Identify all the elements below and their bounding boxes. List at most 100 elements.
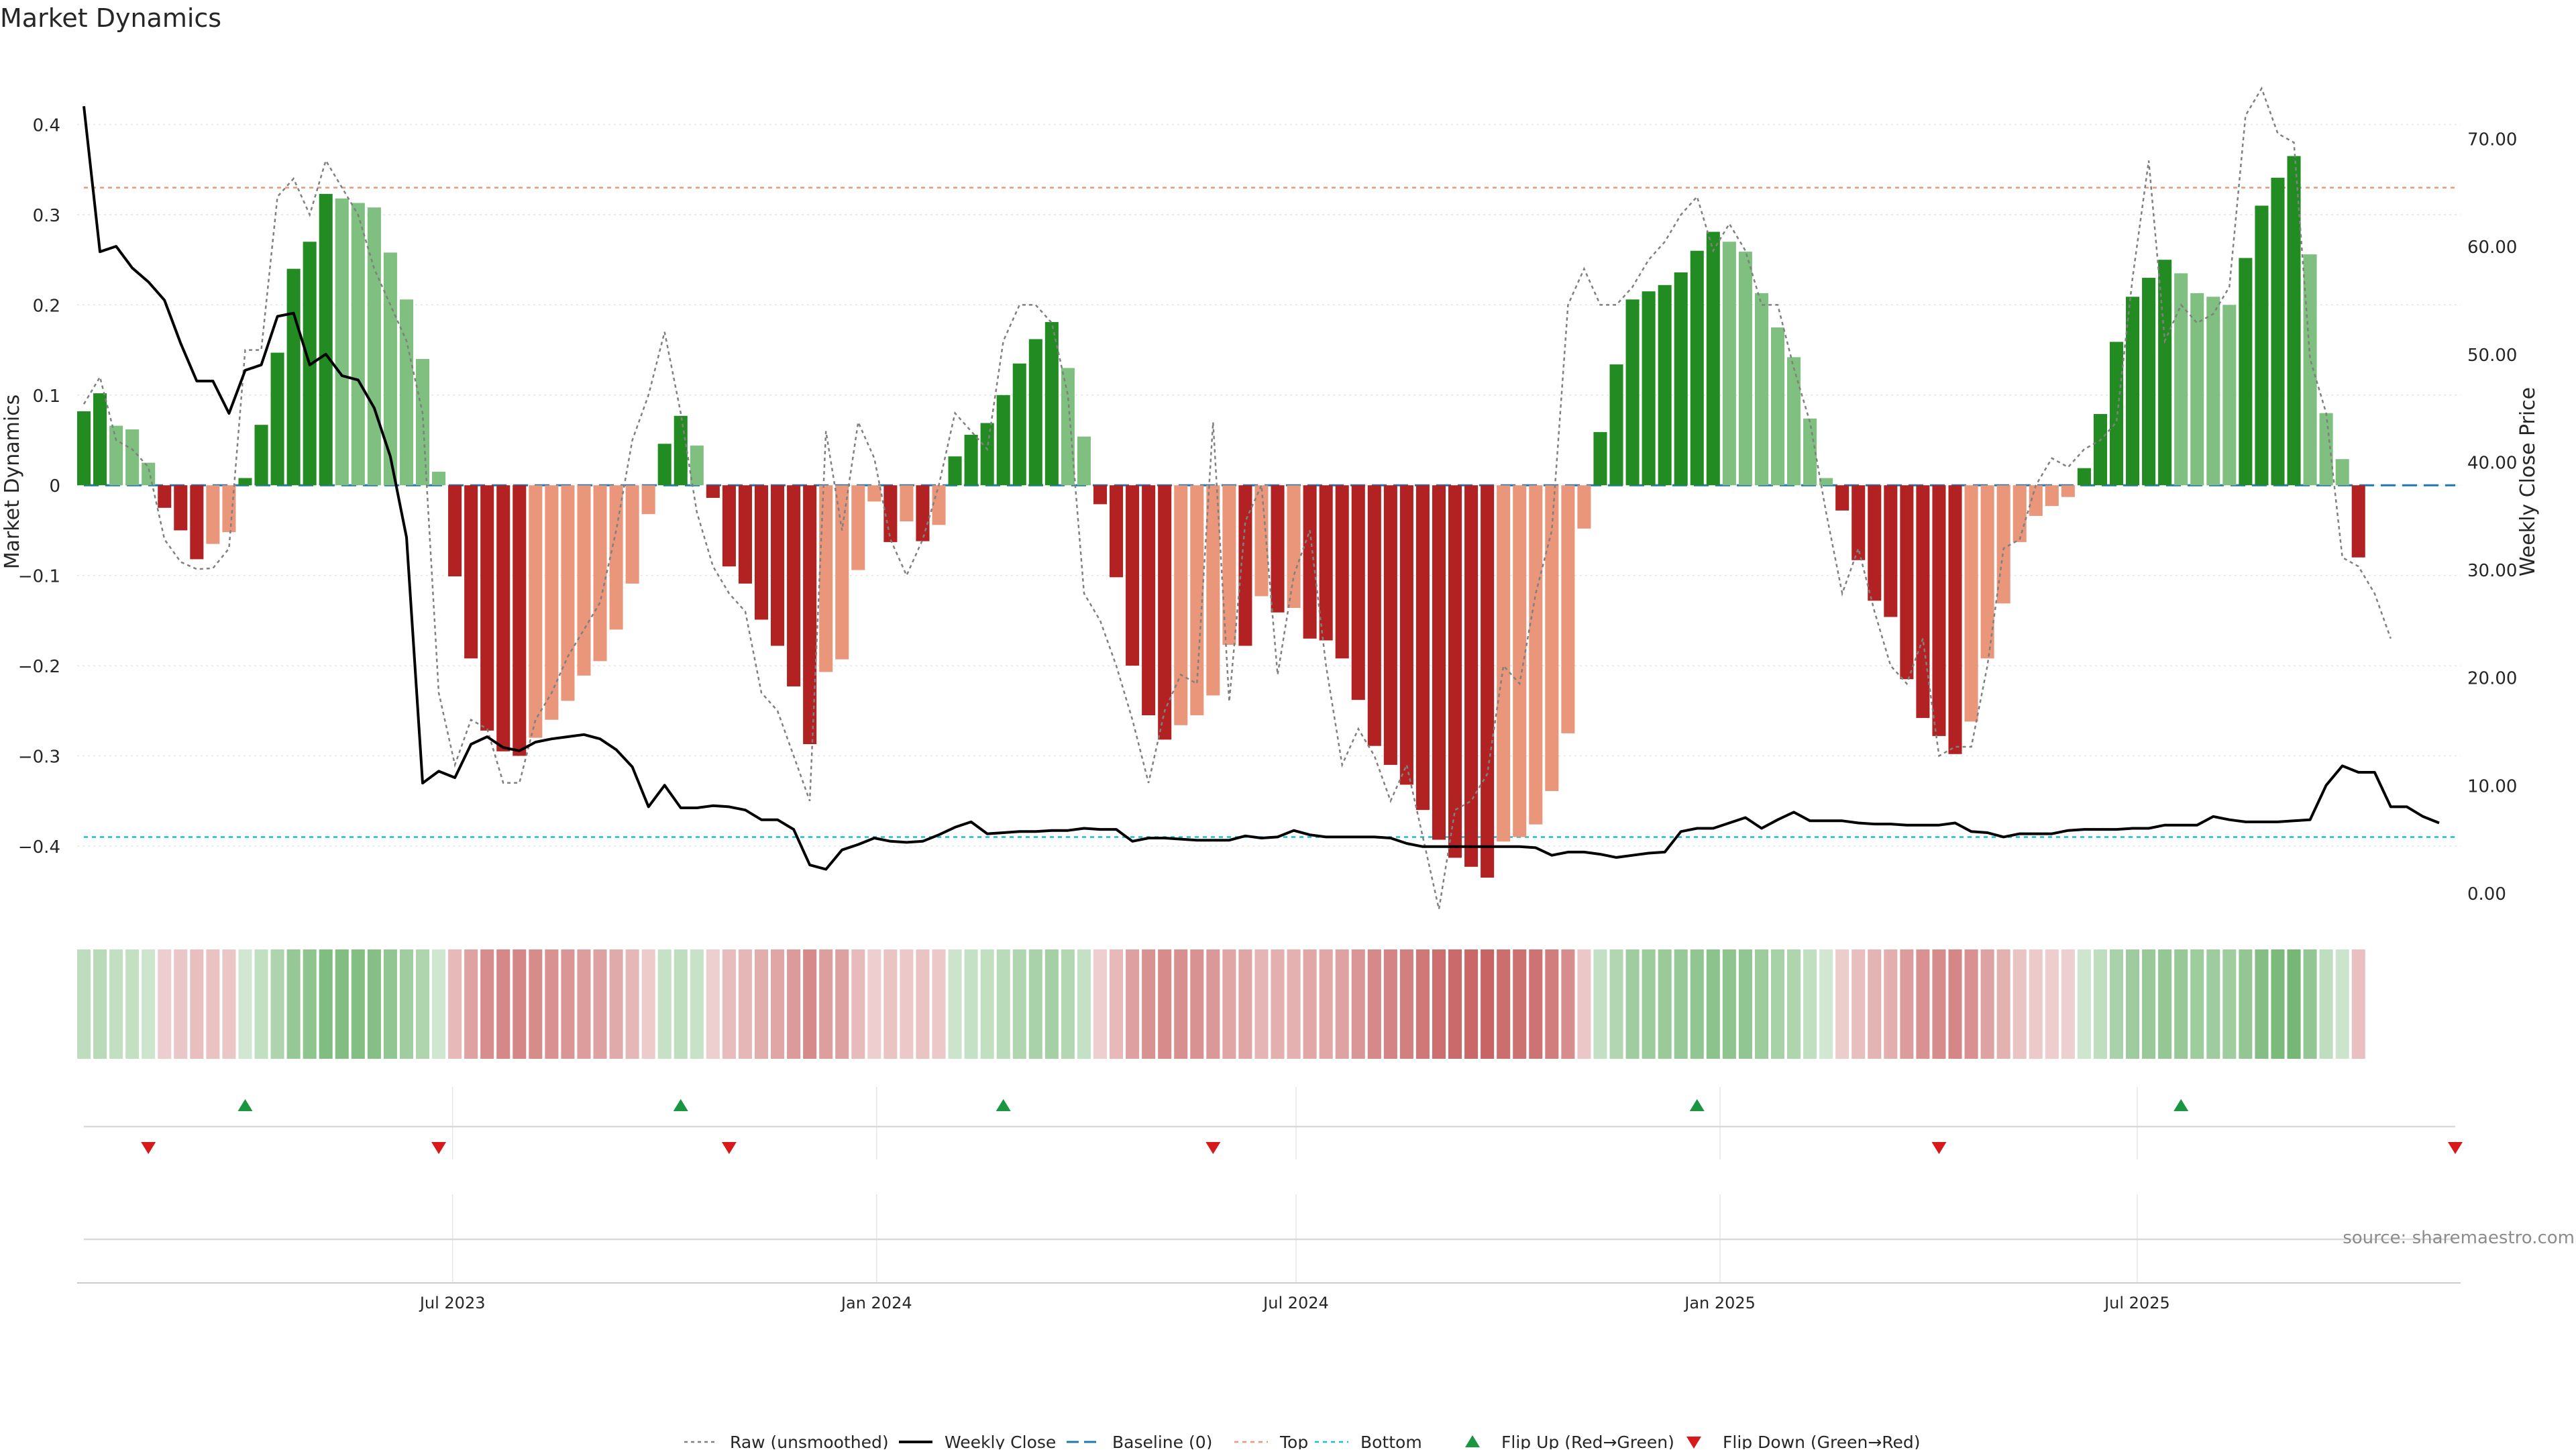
regime-cell [109,949,123,1059]
dynamics-bar [1142,485,1156,715]
y2-tick-label: 20.00 [2467,669,2517,689]
flip-markers-panel [84,1087,2463,1159]
regime-cell [1754,949,1768,1059]
regime-cell [2351,949,2365,1059]
regime-cell [206,949,220,1059]
weekly-close-line [83,106,2440,871]
y-tick-label: −0.2 [18,657,60,677]
dynamics-bar [545,485,559,720]
regime-cell [464,949,478,1059]
flip-down-marker [1205,1142,1221,1154]
dynamics-bar [803,485,817,745]
dynamics-bar [1932,485,1946,736]
y2-tick-label: 10.00 [2467,776,2517,796]
y-axis-label: Market Dynamics [1,395,24,570]
dynamics-bars [76,156,2365,878]
dynamics-bar [577,485,591,676]
dynamics-bar [1948,485,1962,754]
dynamics-bar [529,485,543,738]
regime-cell [1383,949,1397,1059]
regime-cell [174,949,188,1059]
dynamics-bar [2319,413,2333,486]
regime-cell [851,949,865,1059]
dynamics-bar [238,478,252,486]
dynamics-bar [2335,459,2349,486]
regime-cell [1690,949,1704,1059]
dynamics-bar [1367,485,1381,746]
dynamics-bar [496,485,511,751]
dynamics-bar [754,485,769,620]
dynamics-bar [867,485,881,502]
dynamics-bar [1415,485,1430,811]
dynamics-bar [1642,291,1656,486]
regime-cell [1497,949,1511,1059]
legend-label: Raw (unsmoothed) [730,1433,889,1449]
regime-cell [1335,949,1349,1059]
dynamics-bar [109,425,123,486]
regime-cell [1593,949,1607,1059]
dynamics-bar [2174,273,2188,486]
dynamics-bar [1513,485,1527,837]
chart-legend: Raw (unsmoothed) Weekly Close Baseline (0)… [684,1433,1921,1452]
regime-cell [1948,949,1962,1059]
regime-cell [1174,949,1188,1059]
regime-cell [787,949,801,1059]
dynamics-bar [432,472,446,486]
legend-label: Baseline (0) [1112,1433,1212,1449]
dynamics-bar [900,485,914,521]
regime-cell [270,949,284,1059]
dynamics-bar [722,485,736,567]
dynamics-bar [2287,156,2301,486]
dynamics-bar [448,485,462,576]
dynamics-bar [593,485,607,662]
dynamics-bar [1738,252,1752,486]
regime-cell [335,949,349,1059]
dynamics-bar [286,268,301,486]
regime-cell [2271,949,2285,1059]
dynamics-bar [1996,485,2010,604]
dynamics-bar [2029,485,2043,516]
dynamics-bar [916,485,930,541]
dynamics-bar [335,198,349,486]
dynamics-bar [706,485,720,499]
dynamics-bar [464,485,478,659]
regime-cell [142,949,156,1059]
regime-cell [190,949,204,1059]
flip-up-marker [1689,1099,1705,1111]
dynamics-bar [1158,485,1172,740]
dynamics-bar [1722,242,1736,486]
regime-cell [657,949,672,1059]
regime-cell [383,949,397,1059]
legend-swatch-flipdown [1686,1437,1701,1449]
y2-axis-label: Weekly Close Price [2516,387,2540,576]
regime-cell [1238,949,1252,1059]
y2-tick-label: 60.00 [2467,238,2517,258]
dynamics-bar [319,194,333,486]
dynamics-bar [1077,436,1091,486]
regime-cell [2319,949,2333,1059]
dynamics-bar [1028,339,1042,486]
y2-tick-label: 30.00 [2467,561,2517,581]
regime-cell [803,949,817,1059]
dynamics-bar [1900,485,1914,680]
y-tick-label: −0.4 [18,837,60,858]
legend-label: Weekly Close [945,1433,1056,1449]
regime-cell [2190,949,2204,1059]
dynamics-bar [2303,254,2317,486]
raw-series [83,86,2392,910]
regime-cell [641,949,655,1059]
dynamics-bar [2271,177,2285,486]
regime-strip [76,949,2365,1059]
regime-cell [1319,949,1333,1059]
dynamics-bar [2351,485,2365,558]
regime-cell [1077,949,1091,1059]
regime-cell [996,949,1010,1059]
dynamics-bar [561,485,575,701]
regime-cell [1529,949,1543,1059]
regime-cell [93,949,107,1059]
regime-cell [1190,949,1204,1059]
dynamics-bar [948,456,962,486]
raw-line [83,86,2392,910]
dynamics-bar [771,485,785,646]
